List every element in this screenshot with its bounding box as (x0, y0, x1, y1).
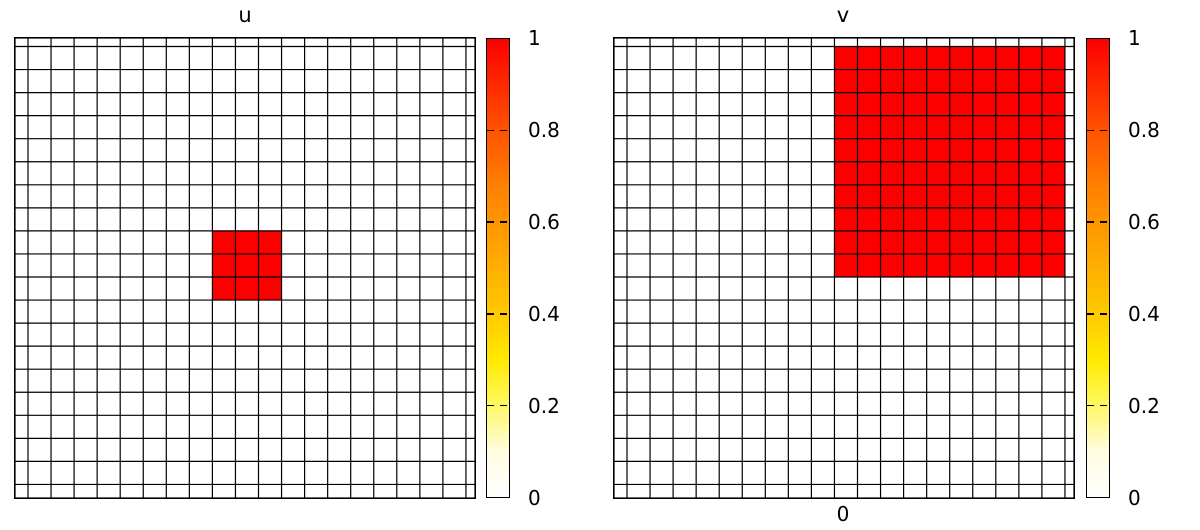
time-label: 0 (836, 502, 850, 526)
colorbar-tick (487, 221, 509, 223)
heatmap-v (613, 37, 1075, 499)
colorbar-tick (487, 404, 509, 407)
colorbar-tick (1087, 221, 1109, 223)
colorbar-tick-label: 1 (528, 26, 541, 50)
colorbar-tick (1087, 313, 1109, 315)
colorbar-tick-label: 0.2 (528, 394, 560, 418)
colorbar-u (486, 38, 510, 498)
heatmap-value-block (212, 230, 282, 301)
colorbar-labels-v: 0 0.2 0.4 0.6 0.8 1 (1128, 0, 1198, 530)
panel-title-u: u (238, 3, 252, 27)
heatmap-u (14, 37, 476, 499)
colorbar-tick (487, 313, 509, 315)
plot-border (613, 37, 1075, 499)
colorbar-tick-label: 0.2 (1128, 394, 1160, 418)
colorbar-tick (1087, 129, 1109, 132)
colorbar-tick-label: 0 (1128, 486, 1141, 510)
panel-title-v: v (836, 3, 850, 27)
colorbar-tick-label: 0.4 (528, 302, 560, 326)
colorbar-tick-label: 0 (528, 486, 541, 510)
colorbar-tick-label: 0.6 (528, 210, 560, 234)
colorbar-gradient (487, 39, 509, 497)
colorbar-labels-u: 0 0.2 0.4 0.6 0.8 1 (528, 0, 598, 530)
colorbar-tick-label: 0.4 (1128, 302, 1160, 326)
plot-border (14, 37, 476, 499)
colorbar-tick-label: 0.8 (1128, 118, 1160, 142)
colorbar-tick-label: 1 (1128, 26, 1141, 50)
colorbar-tick (1087, 404, 1109, 407)
colorbar-gradient (1087, 39, 1109, 497)
colorbar-v (1086, 38, 1110, 498)
colorbar-tick-label: 0.6 (1128, 210, 1160, 234)
colorbar-tick (487, 129, 509, 132)
colorbar-tick-label: 0.8 (528, 118, 560, 142)
